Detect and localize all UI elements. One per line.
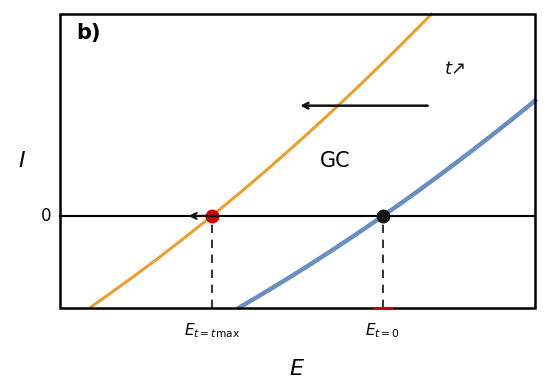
Text: $\it{I}$: $\it{I}$	[18, 151, 26, 171]
Text: $E_{t=0}$: $E_{t=0}$	[365, 322, 400, 340]
Text: $E_{t=t\mathrm{max}}$: $E_{t=t\mathrm{max}}$	[184, 322, 240, 340]
Text: 0: 0	[41, 207, 51, 225]
Bar	[60, 14, 535, 308]
Text: $\it{E}$: $\it{E}$	[289, 359, 305, 379]
Text: b): b)	[76, 23, 101, 43]
Text: GC: GC	[320, 151, 351, 171]
Text: t↗: t↗	[445, 60, 467, 78]
